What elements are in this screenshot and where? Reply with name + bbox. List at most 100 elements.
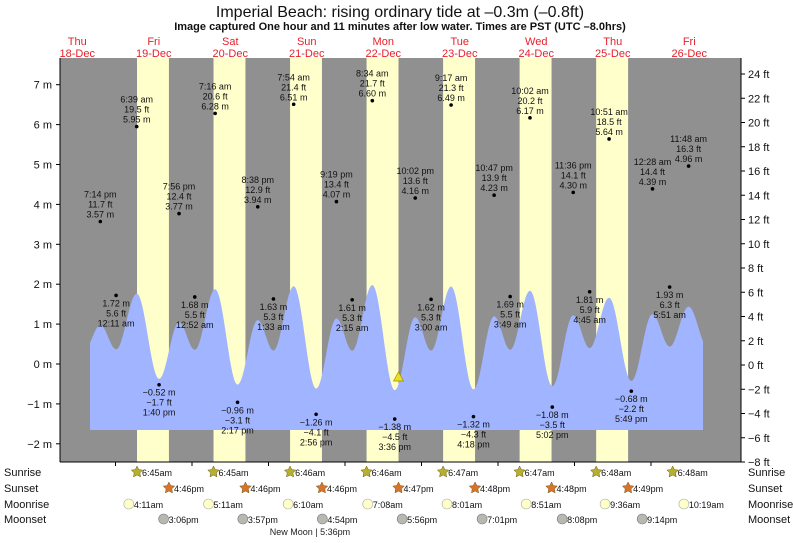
tide-height-m: 4.39 m (639, 177, 667, 187)
tide-point (177, 211, 181, 216)
tide-point (413, 196, 418, 200)
sunrise-star-icon (589, 465, 603, 478)
sunrise-time: 6:46am (295, 468, 325, 478)
low-tide-marker: 1.61 m5.3 ft2:15 am (336, 297, 369, 333)
y-tick-label-left: 7 m (34, 80, 52, 92)
y-tick-label-left: 6 m (34, 120, 52, 132)
sunrise-time: 6:45am (219, 468, 249, 478)
day-label-dow: Thu (68, 36, 87, 48)
sunset-time: 4:46pm (327, 484, 357, 494)
day-label-dow: Fri (147, 36, 160, 48)
y-tick-label-right: −6 ft (748, 433, 770, 445)
sunset-row-label-right: Sunset (748, 483, 782, 495)
tide-height-ft: 5.5 ft (500, 310, 521, 320)
tide-height-ft: 13.9 ft (482, 173, 508, 183)
tide-time: 12:28 am (634, 157, 672, 167)
day-label-date: 23-Dec (442, 48, 478, 60)
day-label-date: 20-Dec (213, 48, 249, 60)
moonrise-row-label-left: Moonrise (4, 499, 49, 511)
tide-point (370, 98, 375, 103)
moonrise-entry: 5:11am (203, 498, 243, 510)
tide-height-ft: −1.7 ft (146, 398, 172, 408)
tide-point (255, 204, 260, 209)
moonrise-time: 5:11am (214, 500, 243, 510)
sunrise-time: 6:47am (448, 468, 478, 478)
tide-height-m: 5.95 m (123, 115, 151, 125)
tide-point (157, 382, 161, 387)
sunset-star-icon (392, 481, 405, 494)
moonset-time: 4:54pm (327, 515, 357, 525)
moonrise-icon (441, 498, 453, 510)
tide-point (550, 405, 555, 409)
low-tide-marker: 1.62 m5.3 ft3:00 am (415, 297, 448, 332)
moonrise-entry: 4:11am (123, 498, 163, 510)
sunrise-row-label-left: Sunrise (4, 467, 41, 479)
moonrise-icon (599, 498, 611, 510)
low-tide-marker: −1.08 m−3.5 ft5:02 pm (536, 405, 569, 440)
moonrise-time: 9:36am (610, 500, 640, 510)
tide-time: 3:49 am (494, 320, 527, 330)
tide-height-ft: 14.1 ft (561, 170, 587, 180)
y-tick-label-right: −4 ft (748, 409, 770, 421)
y-tick-label-right: 20 ft (748, 118, 769, 130)
tide-height-ft: 21.7 ft (360, 79, 386, 89)
tide-point (607, 137, 611, 141)
tide-time: 9:19 pm (320, 170, 353, 180)
low-tide-marker: −1.26 m−4.1 ft2:56 pm (300, 412, 332, 447)
sunset-entry: 4:46pm (162, 481, 204, 494)
tide-height-m: 6.17 m (516, 106, 544, 116)
tide-height-m: 4.16 m (401, 186, 429, 196)
day-label-dow: Sun (297, 36, 317, 48)
sunset-time: 4:48pm (557, 484, 587, 494)
sunrise-star-icon (666, 465, 679, 478)
tide-height-m: −1.32 m (457, 420, 490, 430)
moonrise-icon (362, 498, 374, 510)
tide-point (587, 289, 592, 294)
tide-time: 2:15 am (336, 323, 369, 333)
sunset-star-icon (545, 481, 558, 494)
tide-height-m: 1.62 m (417, 302, 445, 312)
moonset-entry: 8:08pm (556, 513, 597, 525)
tide-point (471, 414, 476, 419)
day-label-date: 18-Dec (60, 48, 96, 60)
chart-subtitle: Image captured One hour and 11 minutes a… (174, 21, 626, 33)
tide-height-m: 3.57 m (87, 210, 115, 220)
tide-height-m: 6.49 m (437, 93, 465, 103)
moonrise-entry: 7:08am (362, 498, 403, 510)
tide-height-m: −0.96 m (221, 405, 254, 415)
tide-point (492, 193, 496, 198)
y-tick-label-right: 6 ft (748, 287, 763, 299)
tide-height-m: 4.07 m (323, 190, 351, 200)
moonrise-icon (282, 498, 294, 510)
tide-point (571, 190, 576, 195)
moonrise-icon (123, 498, 135, 510)
moonrise-icon (678, 498, 690, 510)
y-tick-label-right: 14 ft (748, 190, 769, 202)
tide-time: 8:34 am (356, 69, 389, 79)
tide-point (667, 285, 672, 289)
sunrise-entry: 6:45am (207, 465, 249, 478)
tide-time: 2:17 pm (221, 425, 254, 435)
tide-time: 7:14 pm (84, 190, 117, 200)
tide-height-ft: −3.1 ft (225, 415, 251, 425)
tide-time: 12:52 am (176, 320, 214, 330)
y-tick-label-left: 1 m (34, 319, 52, 331)
sunset-star-icon (162, 481, 176, 494)
day-label-dow: Wed (525, 36, 547, 48)
moonset-entry: 3:06pm (158, 513, 199, 525)
tide-time: 3:00 am (415, 322, 448, 332)
sunrise-row-label-right: Sunrise (748, 467, 785, 479)
tide-point (134, 124, 139, 129)
sunset-time: 4:48pm (480, 484, 510, 494)
tide-time: 5:51 am (653, 310, 686, 320)
moonrise-entry: 8:01am (441, 498, 482, 510)
tide-height-m: 1.63 m (260, 302, 288, 312)
